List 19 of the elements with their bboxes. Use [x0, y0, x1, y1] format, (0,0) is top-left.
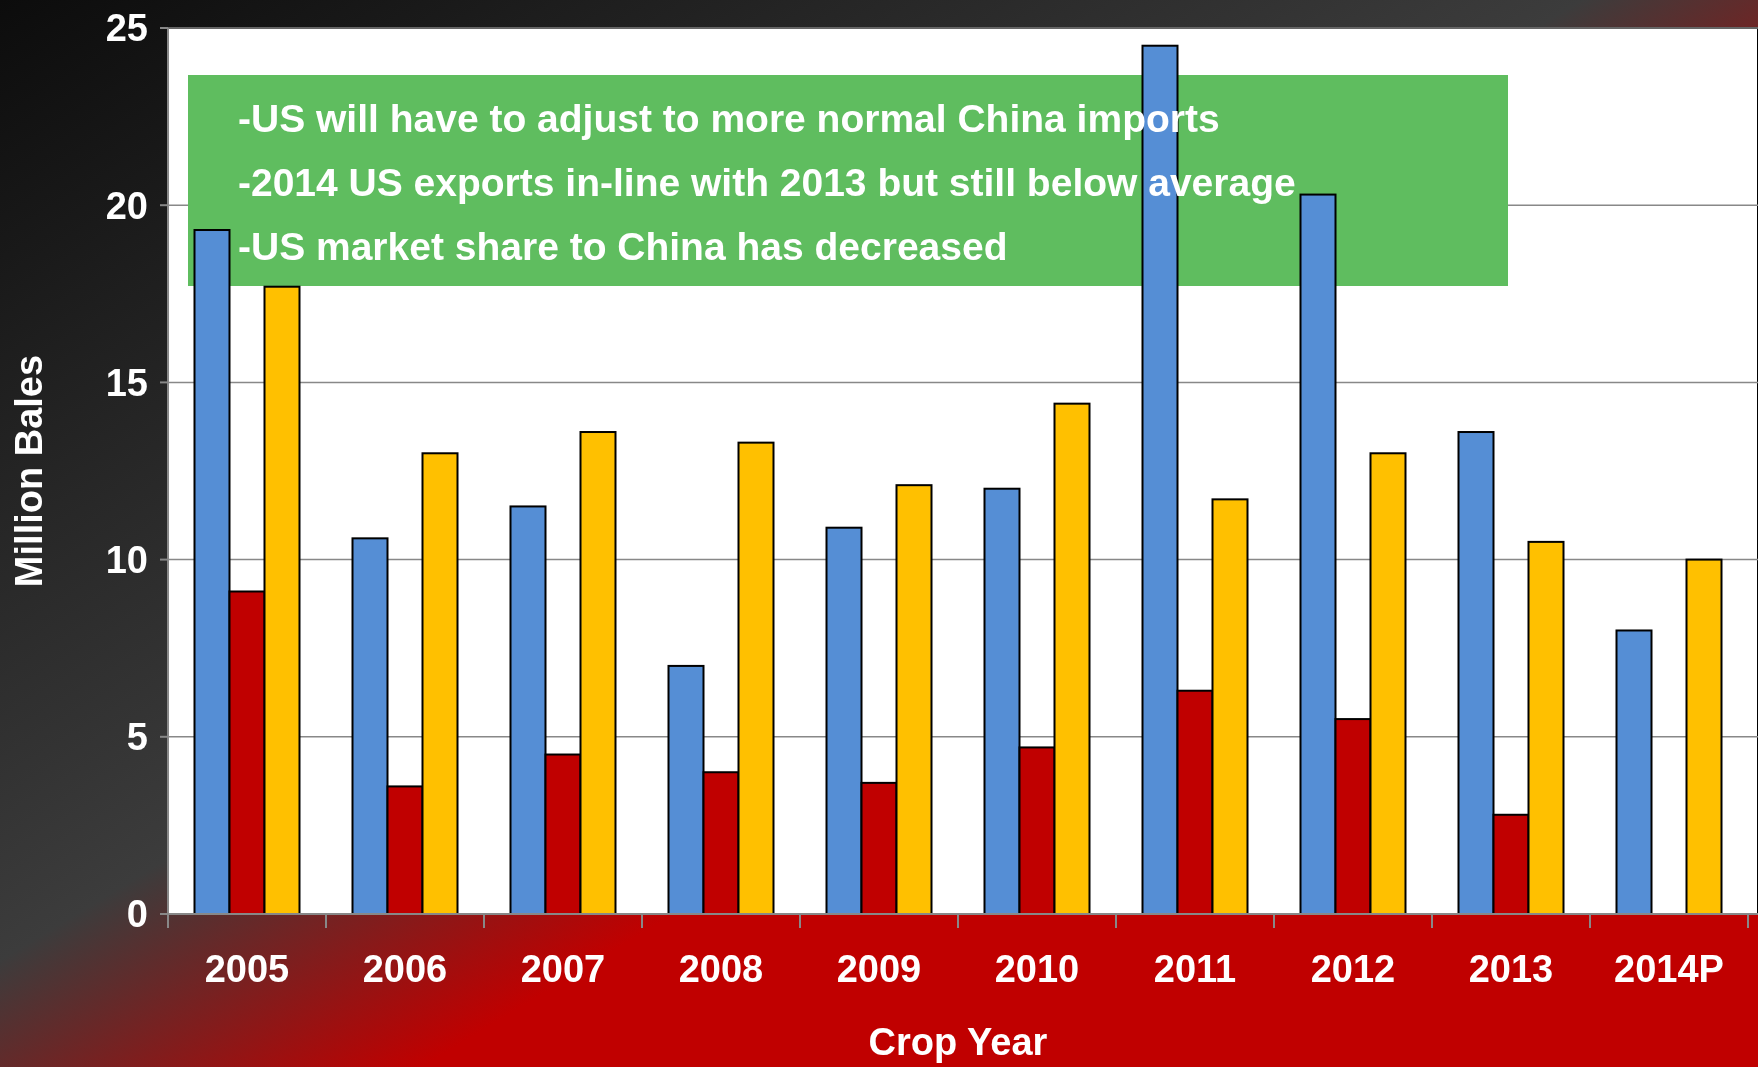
x-tick-label: 2011: [1153, 948, 1237, 990]
y-tick-label: 0: [126, 893, 148, 936]
annotation: -US market share to China has decreased: [238, 225, 1008, 268]
x-tick-label: 2007: [520, 948, 606, 990]
x-tick-label: 2012: [1310, 948, 1396, 990]
y-tick-label: 20: [105, 184, 148, 227]
x-tick-label: 2008: [678, 948, 764, 990]
x-axis-title: Crop Year: [868, 1021, 1048, 1063]
y-tick-label: 25: [105, 7, 148, 50]
y-tick-label: 15: [105, 361, 148, 404]
y-axis-title: Million Bales: [8, 354, 50, 588]
x-tick-label: 2005: [204, 948, 290, 990]
x-tick-label: 2006: [362, 948, 448, 990]
y-tick-label: 5: [126, 716, 148, 759]
y-tick-label: 10: [105, 538, 148, 581]
x-tick-label: 2014P: [1614, 948, 1724, 990]
x-tick-label: 2010: [994, 948, 1080, 990]
x-tick-label: 2009: [836, 948, 922, 990]
x-tick-label: 2013: [1468, 948, 1554, 990]
